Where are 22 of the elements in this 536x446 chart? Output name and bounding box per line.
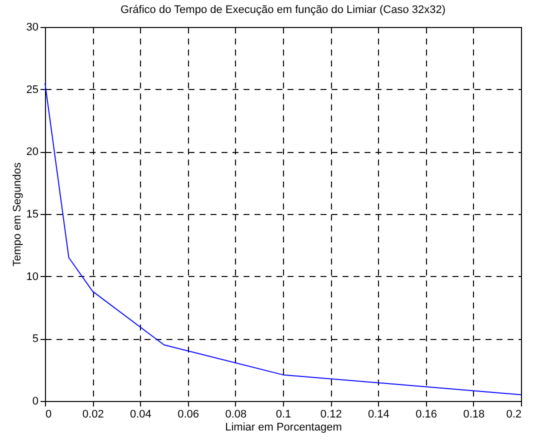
x-tick-label: 0 (46, 408, 52, 420)
x-tick-label: 0.16 (416, 408, 438, 420)
chart-title: Gráfico do Tempo de Execução em função do Limiar (Caso 32x32) (120, 4, 446, 16)
y-tick-label: 25 (26, 84, 38, 96)
y-tick-label: 30 (26, 22, 38, 34)
x-tick-label: 0.06 (178, 408, 200, 420)
x-tick-label: 0.14 (368, 408, 390, 420)
y-tick-label: 20 (26, 146, 38, 158)
y-tick-label: 0 (32, 396, 38, 408)
x-tick-label: 0.08 (225, 408, 247, 420)
y-tick-label: 10 (26, 270, 38, 283)
y-tick-label: 5 (32, 333, 38, 346)
x-tick-label: 0.1 (276, 408, 292, 420)
y-axis-title: Tempo em Segundos (11, 162, 24, 266)
x-tick-label: 0.2 (506, 408, 522, 420)
line-series (44, 82, 522, 396)
x-tick-label: 0.02 (82, 408, 104, 420)
x-tick-label: 0.12 (320, 408, 342, 420)
x-axis-title: Limiar em Porcentagem (225, 422, 342, 434)
y-tick-label: 15 (26, 208, 38, 220)
x-tick-label: 0.04 (130, 408, 152, 420)
x-tick-label: 0.18 (463, 408, 485, 420)
